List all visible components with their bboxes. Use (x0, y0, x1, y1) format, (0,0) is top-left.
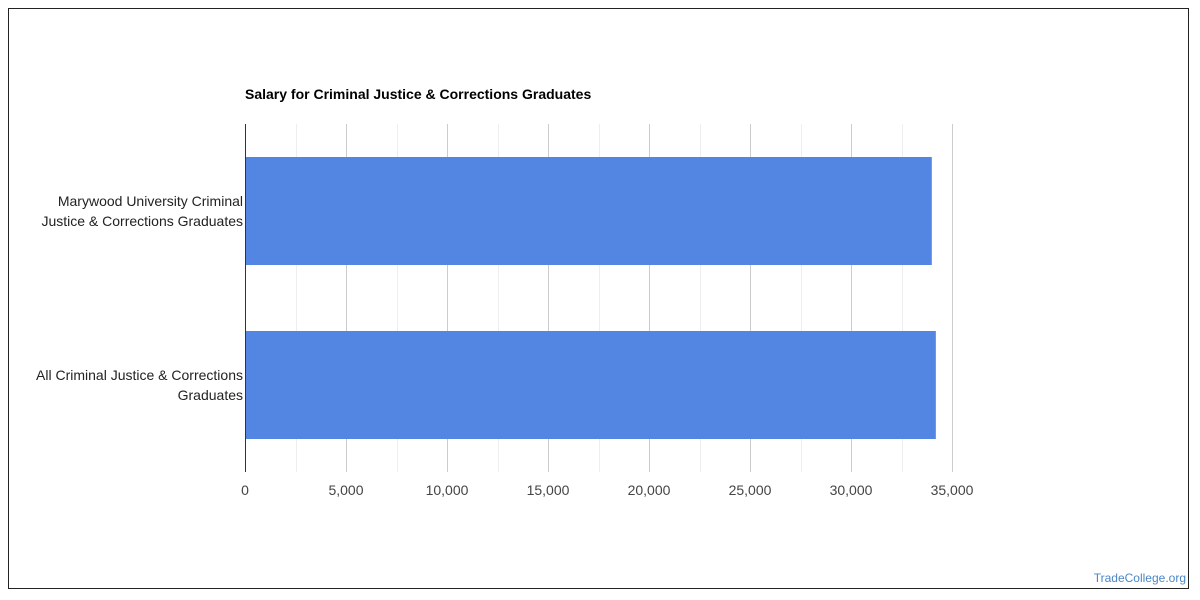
source-link[interactable]: TradeCollege.org (1093, 571, 1186, 585)
x-tick-label: 25,000 (729, 482, 772, 498)
chart-title: Salary for Criminal Justice & Correction… (245, 86, 591, 102)
category-label-line: Justice & Corrections Graduates (41, 213, 243, 229)
x-tick-label: 5,000 (328, 482, 363, 498)
bar (245, 157, 932, 265)
x-tick-label: 15,000 (527, 482, 570, 498)
category-label-line: All Criminal Justice & Corrections (36, 367, 243, 383)
x-tick-label: 20,000 (628, 482, 671, 498)
bar (245, 331, 936, 439)
x-tick-label: 35,000 (931, 482, 974, 498)
x-tick-label: 30,000 (830, 482, 873, 498)
x-tick-label: 0 (241, 482, 249, 498)
x-tick-labels: 0 5,000 10,000 15,000 20,000 25,000 30,000 35,0… (241, 482, 974, 498)
category-labels: Marywood University Criminal Justice & Co… (36, 193, 243, 403)
x-tick-label: 10,000 (426, 482, 469, 498)
bars (245, 157, 936, 439)
category-label-line: Marywood University Criminal (58, 193, 243, 209)
chart-frame (8, 8, 1189, 589)
category-label: Marywood University Criminal Justice & Co… (41, 193, 243, 229)
category-label-line: Graduates (178, 387, 243, 403)
category-label: All Criminal Justice & Corrections Gradua… (36, 367, 243, 403)
